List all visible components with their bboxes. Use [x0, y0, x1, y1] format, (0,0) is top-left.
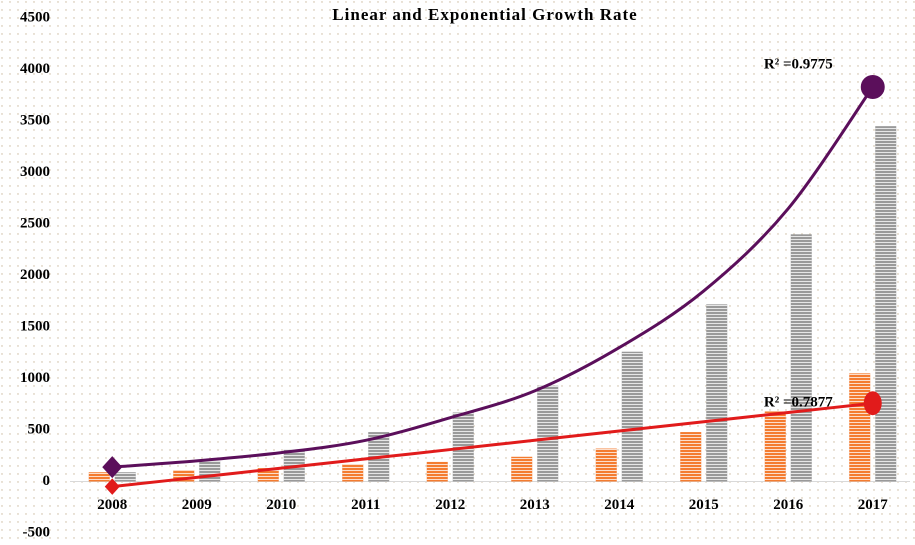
bar [849, 373, 871, 482]
bar [621, 351, 643, 482]
bar-stripes [426, 461, 448, 482]
x-tick-label: 2010 [266, 497, 296, 513]
bar [790, 234, 812, 482]
bar-stripes [706, 304, 728, 482]
bar-stripes [595, 448, 617, 482]
bar-stripes [342, 463, 364, 482]
y-tick-label: 2500 [20, 215, 50, 231]
x-tick-label: 2008 [97, 497, 127, 513]
x-tick-label: 2016 [773, 497, 804, 513]
bar-stripes [849, 373, 871, 482]
bar [426, 461, 448, 482]
marker-circle [863, 391, 882, 416]
bar [537, 385, 559, 482]
bar-stripes [199, 460, 221, 482]
bar [114, 472, 136, 482]
bar-stripes [88, 472, 110, 482]
bar-stripes [511, 456, 533, 482]
bar [199, 460, 221, 482]
annotation: R² =0.7877 [764, 395, 833, 411]
bar-stripes [764, 411, 786, 482]
bar-stripes [173, 470, 195, 482]
trend-line [112, 401, 873, 489]
bar [173, 470, 195, 482]
bar-stripes [790, 234, 812, 482]
bar [342, 463, 364, 482]
x-tick-label: 2012 [435, 497, 465, 513]
x-tick-label: 2011 [351, 497, 380, 513]
bar [875, 126, 897, 482]
y-tick-label: 500 [28, 421, 51, 437]
chart-title: Linear and Exponential Growth Rate [332, 5, 637, 24]
bar [706, 304, 728, 482]
y-tick-label: 4000 [20, 61, 50, 77]
marker-circle [860, 75, 885, 100]
trend-line [112, 86, 874, 469]
y-tick-label: 2000 [20, 267, 50, 283]
y-tick-label: 4500 [20, 9, 50, 25]
y-tick-label: 3000 [20, 164, 50, 180]
bar [680, 432, 702, 482]
x-tick-label: 2009 [182, 497, 212, 513]
bar-stripes [680, 432, 702, 482]
x-tick-label: 2013 [520, 497, 550, 513]
annotation: R² =0.9775 [764, 56, 833, 72]
bar-stripes [875, 126, 897, 482]
x-tick-label: 2015 [689, 497, 719, 513]
y-tick-label: 0 [43, 473, 51, 489]
x-tick-label: 2017 [858, 497, 889, 513]
bar [595, 448, 617, 482]
bar-stripes [114, 472, 136, 482]
y-tick-label: -500 [23, 524, 51, 540]
marker-diamond [104, 478, 120, 495]
bar [511, 456, 533, 482]
x-tick-label: 2014 [604, 497, 635, 513]
y-tick-label: 3500 [20, 112, 50, 128]
y-tick-label: 1500 [20, 318, 50, 334]
bar-stripes [537, 385, 559, 482]
y-tick-label: 1000 [20, 370, 50, 386]
bar-stripes [621, 351, 643, 482]
bar [88, 472, 110, 482]
marker-diamond [102, 456, 123, 479]
bar [764, 411, 786, 482]
